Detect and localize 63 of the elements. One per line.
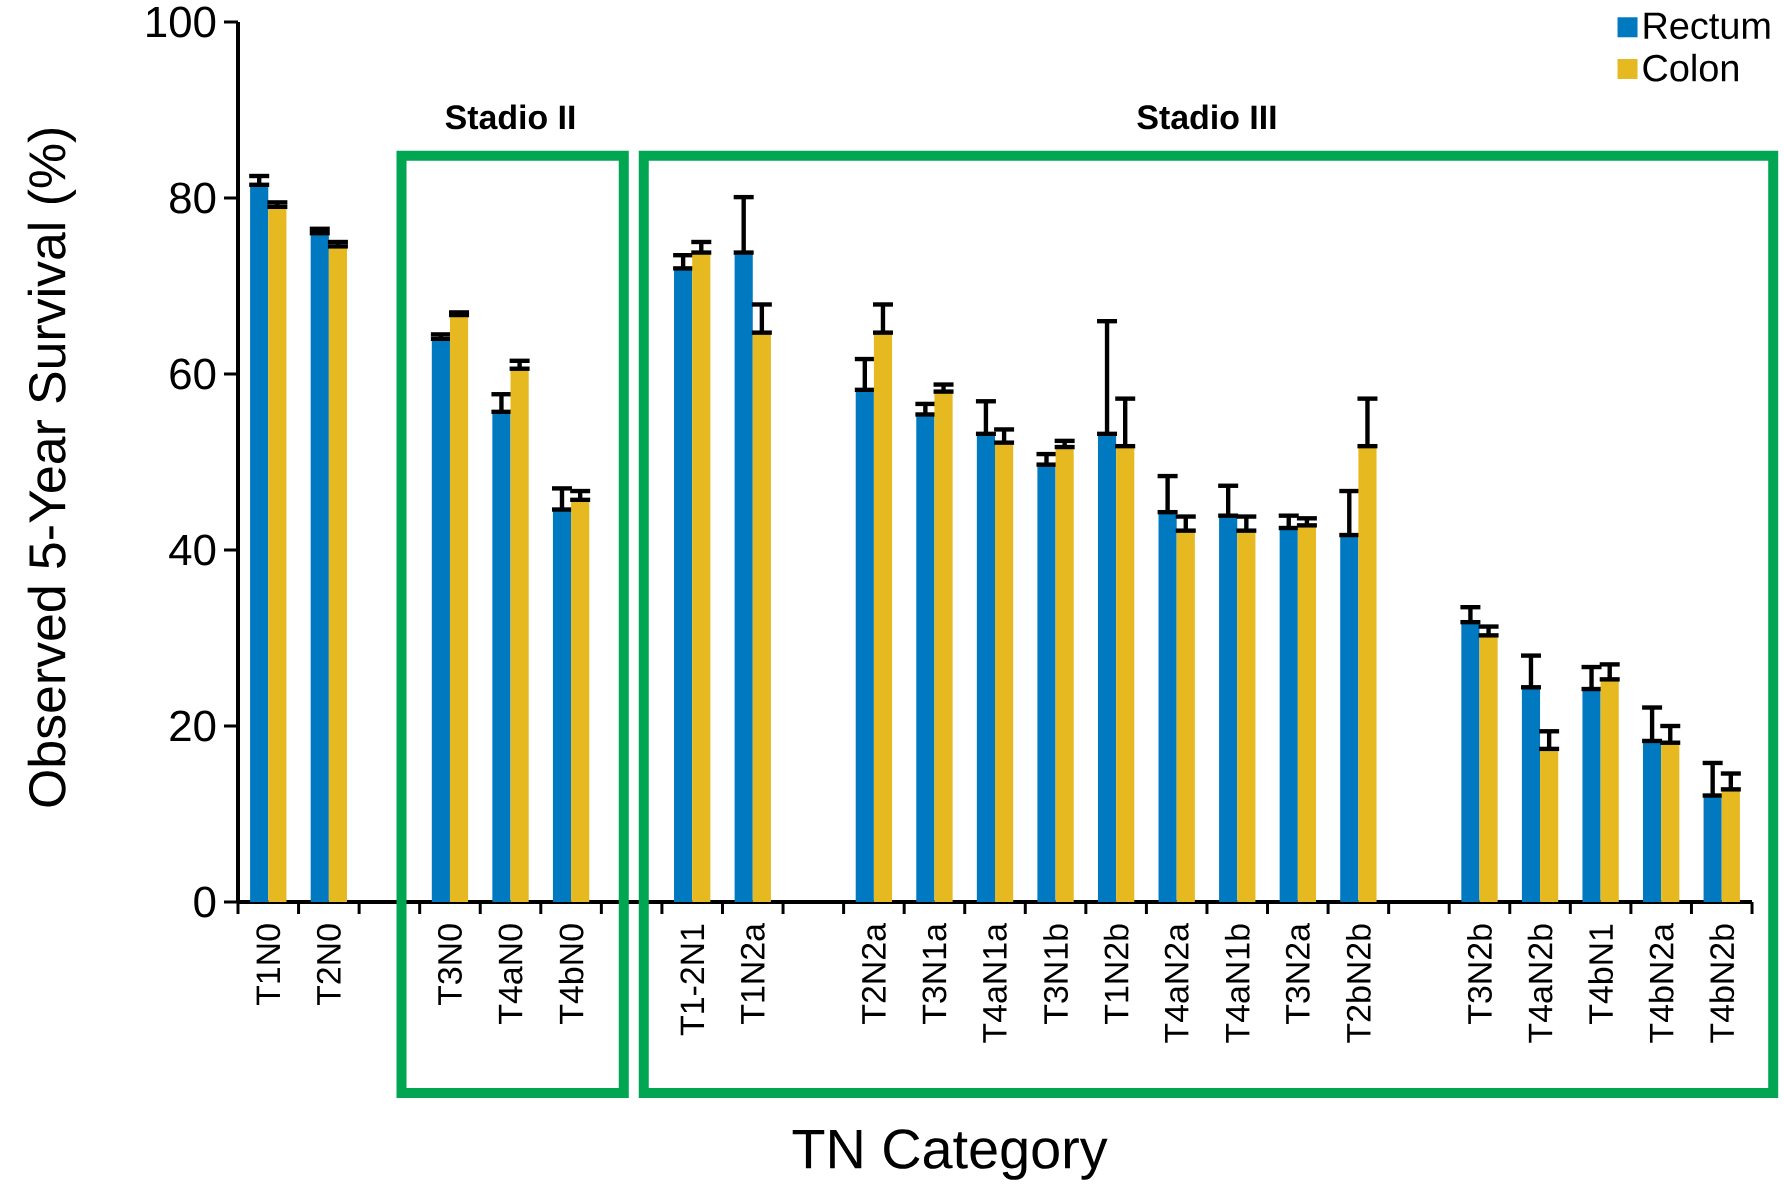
y-tick-label: 0 bbox=[194, 886, 216, 918]
x-tick-label: T1-2N1 bbox=[680, 924, 705, 1036]
x-tick-label: T2bN2b bbox=[1345, 924, 1371, 1043]
bar bbox=[1237, 530, 1256, 902]
x-tick-label: T2N0 bbox=[316, 924, 341, 1006]
legend-label: Rectum bbox=[1644, 12, 1770, 40]
bar bbox=[855, 389, 874, 902]
bar bbox=[1661, 742, 1680, 902]
bar bbox=[1297, 525, 1316, 902]
bar bbox=[1479, 635, 1498, 902]
x-tick-label: T3N2a bbox=[1285, 923, 1310, 1024]
x-tick-label: T4aN0 bbox=[498, 924, 523, 1024]
bar bbox=[1097, 433, 1117, 902]
bar bbox=[571, 499, 590, 902]
bar bbox=[552, 509, 572, 902]
bar bbox=[674, 268, 693, 902]
bar bbox=[1540, 748, 1559, 902]
bar bbox=[1643, 740, 1662, 902]
bar bbox=[995, 442, 1014, 902]
x-tick-label: T4aN1a bbox=[983, 923, 1007, 1043]
x-tick-label: T3N0 bbox=[437, 924, 462, 1006]
bar bbox=[1600, 679, 1619, 902]
x-tick-label: T4bN2a bbox=[1648, 923, 1674, 1043]
x-tick-label: T3N1a bbox=[922, 923, 947, 1024]
y-tick-label: 60 bbox=[170, 358, 216, 390]
bar bbox=[510, 368, 529, 902]
x-tick-label: T3N2b bbox=[1467, 924, 1492, 1024]
x-tick-label: T4bN1 bbox=[1588, 924, 1614, 1024]
bar bbox=[492, 411, 511, 902]
bar bbox=[1219, 515, 1238, 902]
annotation: Stadio II bbox=[445, 104, 575, 130]
bar bbox=[873, 332, 893, 902]
bar bbox=[1037, 464, 1056, 902]
y-tick-label: 20 bbox=[170, 710, 216, 742]
bar bbox=[916, 414, 935, 902]
x-tick-label: T4bN2b bbox=[1709, 924, 1735, 1043]
bar bbox=[1521, 687, 1541, 902]
x-tick-label: T1N2a bbox=[740, 923, 765, 1024]
x-tick-label: T4aN2b bbox=[1527, 924, 1553, 1043]
x-tick-label: T1N2b bbox=[1103, 924, 1129, 1024]
x-tick-label: T2N2a bbox=[861, 923, 886, 1024]
annotation: Stadio III bbox=[1137, 104, 1276, 130]
bar bbox=[692, 252, 711, 902]
x-tick-label: T1N0 bbox=[256, 924, 281, 1006]
y-axis-title: Observed 5-Year Survival (%) bbox=[27, 128, 76, 807]
bar bbox=[752, 332, 771, 902]
bar bbox=[250, 184, 269, 902]
x-axis-title: TN Category bbox=[792, 1129, 1108, 1180]
bar bbox=[734, 252, 753, 902]
bar bbox=[934, 391, 953, 902]
bar bbox=[976, 433, 996, 902]
x-tick-label: T3N1b bbox=[1043, 924, 1069, 1024]
y-tick-label: 40 bbox=[169, 534, 216, 566]
bar bbox=[1703, 795, 1722, 902]
x-tick-label: T4bN0 bbox=[558, 924, 584, 1024]
y-tick-label: 80 bbox=[170, 182, 216, 214]
bar bbox=[1176, 530, 1195, 902]
y-tick-label: 100 bbox=[147, 6, 216, 38]
bar bbox=[449, 315, 469, 902]
x-tick-label: T4aN2a bbox=[1164, 923, 1189, 1043]
legend-label: Colon bbox=[1643, 53, 1738, 82]
bar bbox=[1721, 789, 1740, 902]
x-tick-label: T4aN1b bbox=[1224, 924, 1250, 1043]
